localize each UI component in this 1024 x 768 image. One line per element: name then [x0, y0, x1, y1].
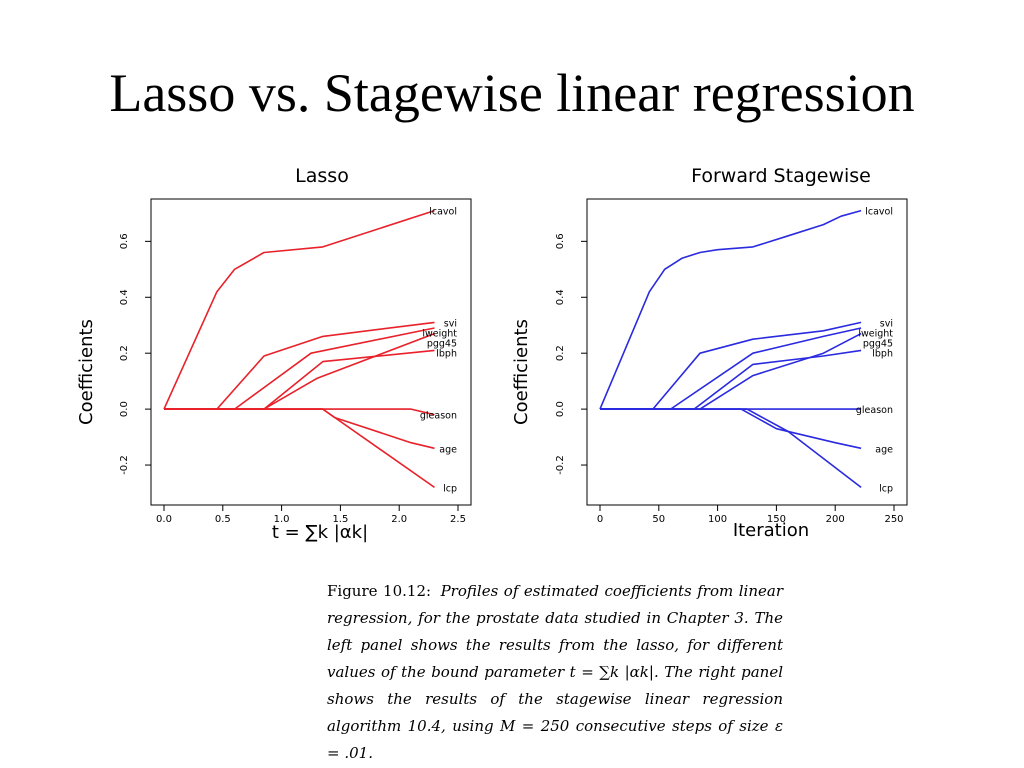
x-tick-label: 2.5: [450, 514, 466, 525]
series-label-svi: svi: [444, 318, 457, 329]
x-tick-label: 250: [884, 514, 903, 525]
series-label-lweight: lweight: [422, 328, 457, 339]
x-tick-label: 1.0: [274, 514, 290, 525]
slide-title: Lasso vs. Stagewise linear regression: [109, 63, 915, 123]
series-line-age: [600, 408, 862, 450]
y-tick-label: 0.0: [119, 401, 130, 417]
panel-title: Lasso: [295, 165, 349, 187]
series-line-lcp: [164, 408, 435, 489]
y-tick-label: 0.2: [555, 345, 566, 361]
series-label-lcavol: lcavol: [865, 207, 893, 218]
y-tick-label: 0.4: [555, 289, 566, 305]
series-line-lcavol: [599, 209, 862, 410]
y-axis-label: Coefficients: [511, 319, 532, 425]
series-line-lbph: [164, 349, 435, 410]
series-line-gleason: [164, 408, 435, 416]
series-label-lcp: lcp: [443, 483, 457, 494]
x-tick-label: 100: [708, 514, 727, 525]
x-axis-label: t = ∑k |αk|: [272, 522, 368, 543]
x-tick-label: 0.0: [156, 514, 172, 525]
series-line-lcavol: [163, 209, 435, 410]
series-line-age: [164, 408, 435, 450]
series-label-gleason: gleason: [420, 411, 457, 422]
series-label-age: age: [439, 444, 457, 455]
series-line-svi: [164, 321, 435, 410]
y-axis-label: Coefficients: [76, 319, 97, 425]
y-tick-label: 0.4: [119, 289, 130, 305]
stagewise-panel: Forward Stagewise 0 50 100 150 200 250 -0.2 0.0 0…: [511, 165, 908, 541]
lasso-panel: Lasso 0.0 0.5 1.0 1.5 2.0 2.5 -0.2 0.0 0.2 0.4 0.6 t…: [76, 165, 472, 543]
y-tick-label: -0.2: [555, 455, 566, 475]
y-tick-label: 0.6: [119, 233, 130, 249]
series-label-age: age: [875, 444, 893, 455]
series-label-pgg45: pgg45: [427, 338, 457, 349]
y-tick-label: 0.0: [555, 401, 566, 417]
series-label-lcp: lcp: [879, 483, 893, 494]
plot-frame: [150, 198, 472, 506]
x-tick-label: 50: [652, 514, 665, 525]
series-label-lbph: lbph: [436, 348, 457, 359]
caption-label: Figure 10.12:: [327, 582, 432, 600]
series-line-lcp: [600, 408, 862, 489]
series-line-lweight: [164, 327, 435, 410]
series-line-lweight: [600, 327, 862, 410]
x-tick-label: 1.5: [332, 514, 348, 525]
plot-frame: [586, 198, 908, 506]
series-label-gleason: gleason: [856, 405, 893, 416]
y-tick-label: -0.2: [119, 455, 130, 475]
series-line-svi: [600, 321, 862, 410]
series-label-lweight: lweight: [858, 328, 893, 339]
series-label-pgg45: pgg45: [863, 338, 893, 349]
x-tick-label: 150: [767, 514, 786, 525]
series-label-lcavol: lcavol: [429, 207, 457, 218]
y-tick-label: 0.6: [555, 233, 566, 249]
x-tick-label: 2.0: [391, 514, 407, 525]
x-tick-label: 200: [826, 514, 845, 525]
figure-caption: Figure 10.12: Profiles of estimated coef…: [327, 578, 783, 767]
series-label-lbph: lbph: [872, 348, 893, 359]
caption-text: Profiles of estimated coefficients from …: [327, 582, 783, 762]
panel-title: Forward Stagewise: [691, 165, 871, 187]
x-axis-label: Iteration: [733, 520, 809, 541]
y-tick-label: 0.2: [119, 345, 130, 361]
x-tick-label: 0: [597, 514, 603, 525]
series-line-lbph: [600, 349, 862, 410]
x-tick-label: 0.5: [215, 514, 231, 525]
series-label-svi: svi: [880, 318, 893, 329]
